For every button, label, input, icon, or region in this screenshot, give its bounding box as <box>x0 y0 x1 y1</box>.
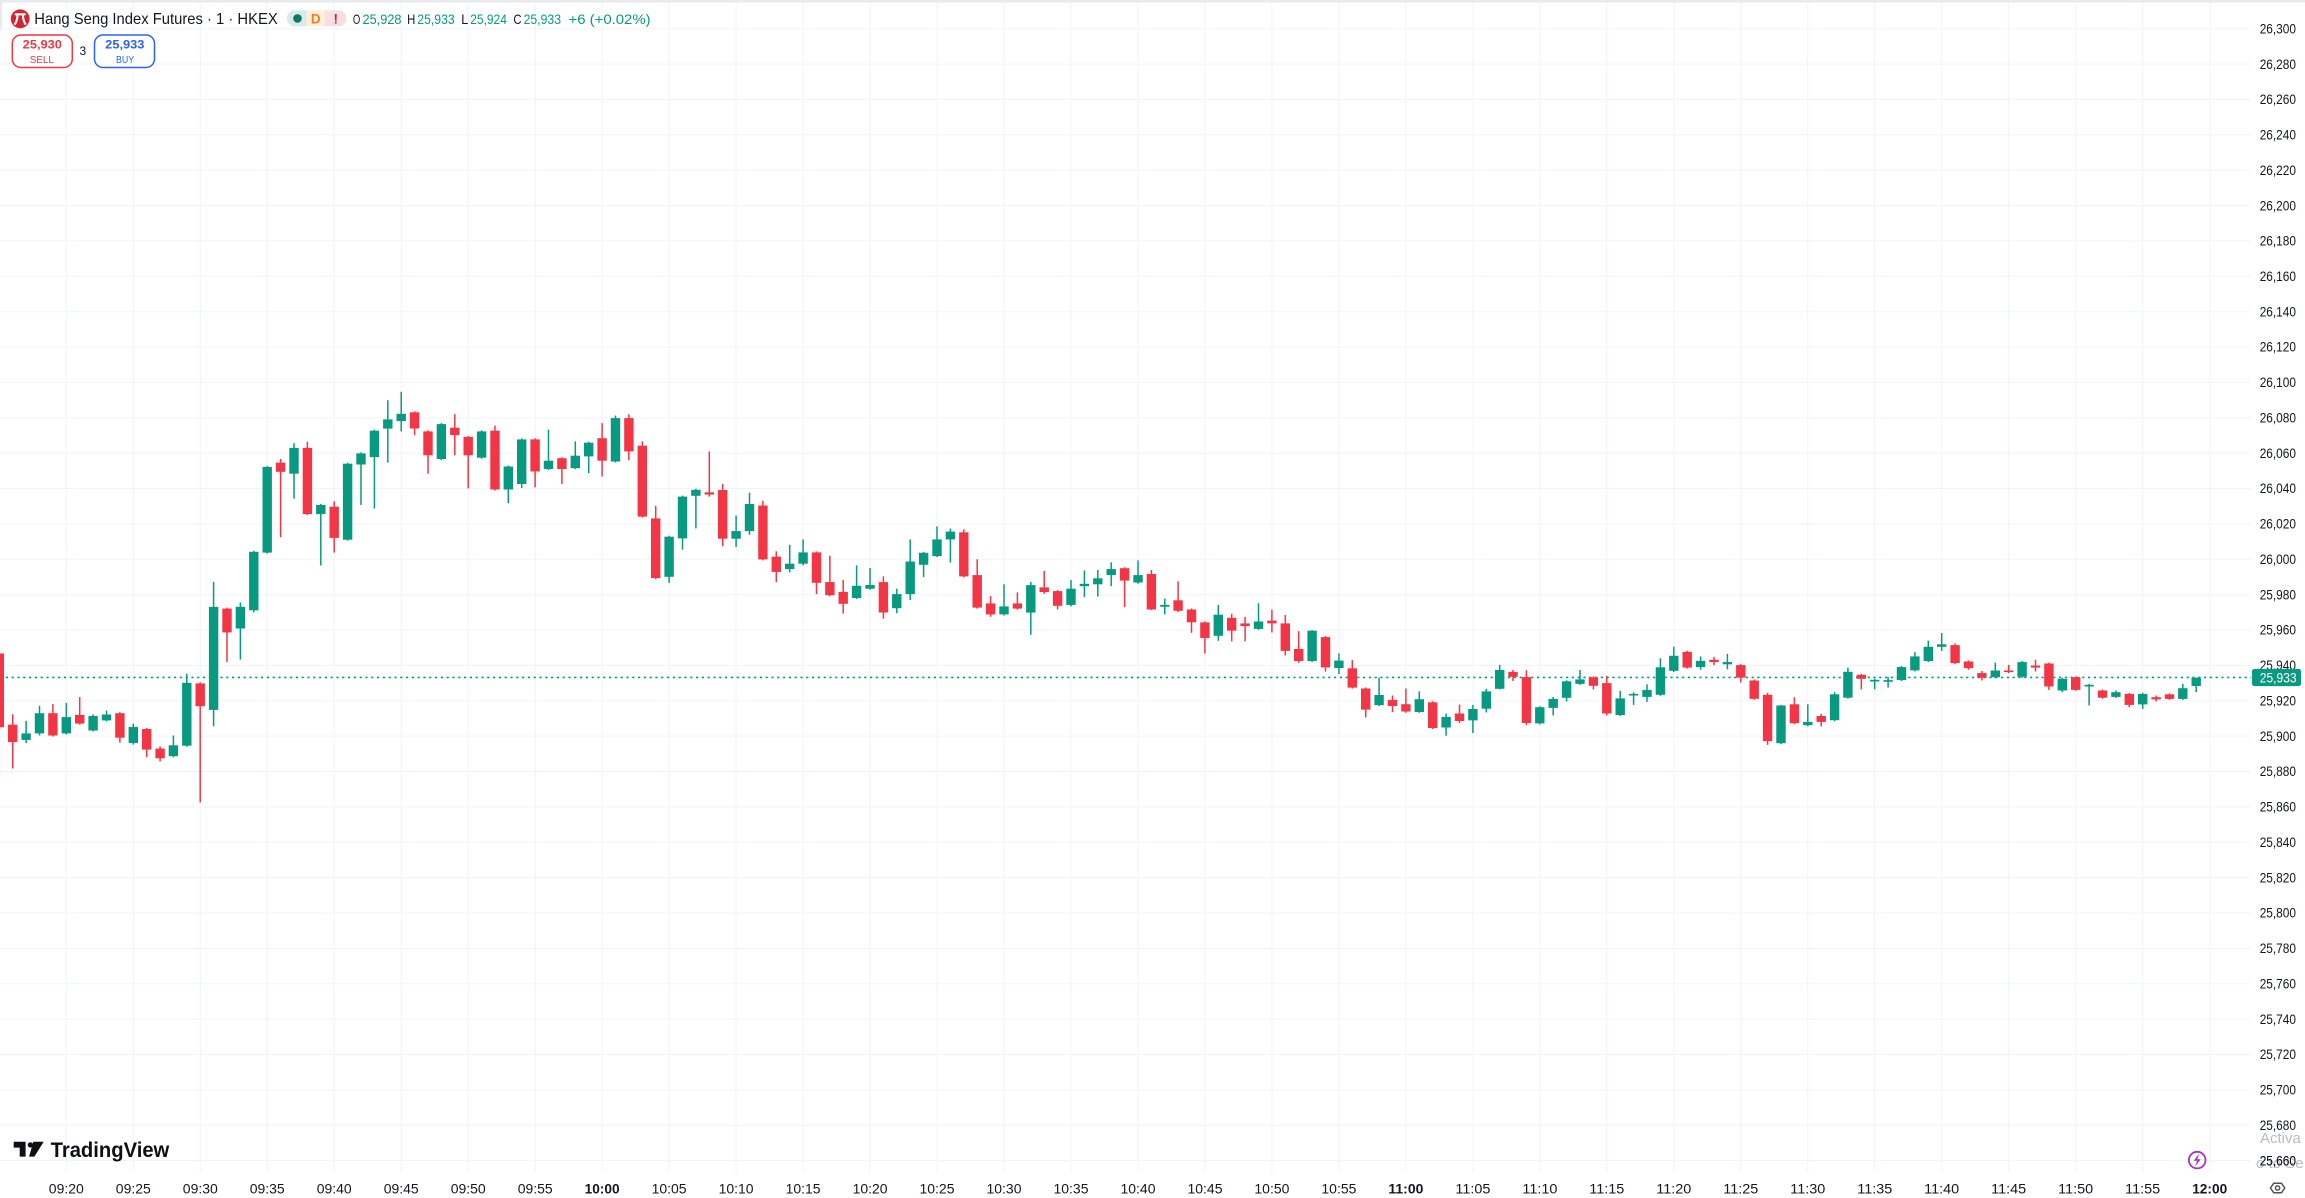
svg-text:10:25: 10:25 <box>920 1181 955 1197</box>
svg-text:25,880: 25,880 <box>2260 764 2296 780</box>
svg-text:09:30: 09:30 <box>183 1181 218 1197</box>
svg-text:26,300: 26,300 <box>2260 21 2296 37</box>
svg-text:25,860: 25,860 <box>2260 800 2296 816</box>
svg-text:10:20: 10:20 <box>853 1181 888 1197</box>
svg-text:11:05: 11:05 <box>1455 1181 1490 1197</box>
svg-text:26,040: 26,040 <box>2260 481 2296 497</box>
svg-text:11:35: 11:35 <box>1857 1181 1892 1197</box>
svg-text:26,000: 26,000 <box>2260 552 2296 568</box>
svg-text:26,080: 26,080 <box>2260 411 2296 427</box>
svg-text:25,980: 25,980 <box>2260 587 2296 603</box>
svg-text:25,840: 25,840 <box>2260 835 2296 851</box>
svg-text:09:35: 09:35 <box>250 1181 285 1197</box>
svg-text:26,280: 26,280 <box>2260 57 2296 73</box>
svg-text:10:00: 10:00 <box>585 1181 620 1197</box>
svg-text:25,933: 25,933 <box>105 38 144 52</box>
svg-text:10:50: 10:50 <box>1254 1181 1289 1197</box>
svg-text:26,200: 26,200 <box>2260 198 2296 214</box>
svg-text:10:30: 10:30 <box>987 1181 1022 1197</box>
svg-text:09:50: 09:50 <box>451 1181 486 1197</box>
svg-text:26,140: 26,140 <box>2260 304 2296 320</box>
svg-text:10:40: 10:40 <box>1121 1181 1156 1197</box>
svg-text:11:10: 11:10 <box>1522 1181 1557 1197</box>
svg-text:09:45: 09:45 <box>384 1181 419 1197</box>
svg-text:10:35: 10:35 <box>1054 1181 1089 1197</box>
svg-text:11:15: 11:15 <box>1589 1181 1624 1197</box>
svg-text:25,924: 25,924 <box>470 11 507 27</box>
svg-text:09:55: 09:55 <box>518 1181 553 1197</box>
svg-text:10:05: 10:05 <box>652 1181 687 1197</box>
svg-text:D: D <box>311 11 321 26</box>
svg-text:H: H <box>407 11 415 27</box>
svg-text:11:45: 11:45 <box>1991 1181 2026 1197</box>
svg-text:TradingView: TradingView <box>51 1139 170 1162</box>
svg-text:26,240: 26,240 <box>2260 128 2296 144</box>
svg-text:26,160: 26,160 <box>2260 269 2296 285</box>
svg-text:10:10: 10:10 <box>719 1181 754 1197</box>
svg-text:11:40: 11:40 <box>1924 1181 1959 1197</box>
svg-text:25,820: 25,820 <box>2260 870 2296 886</box>
svg-text:25,800: 25,800 <box>2260 906 2296 922</box>
svg-text:11:20: 11:20 <box>1656 1181 1691 1197</box>
svg-text:3: 3 <box>79 44 86 58</box>
svg-text:25,660: 25,660 <box>2260 1153 2296 1169</box>
svg-text:+6 (+0.02%): +6 (+0.02%) <box>569 11 651 27</box>
svg-text:BUY: BUY <box>116 55 134 66</box>
svg-text:25,960: 25,960 <box>2260 623 2296 639</box>
svg-text:C: C <box>513 11 521 27</box>
svg-text:09:40: 09:40 <box>317 1181 352 1197</box>
svg-text:O: O <box>353 11 360 27</box>
svg-text:11:50: 11:50 <box>2058 1181 2093 1197</box>
svg-text:25,920: 25,920 <box>2260 694 2296 710</box>
svg-text:26,180: 26,180 <box>2260 234 2296 250</box>
svg-text:25,933: 25,933 <box>2260 670 2297 686</box>
svg-text:25,928: 25,928 <box>363 11 402 27</box>
svg-text:Activa: Activa <box>2260 1130 2302 1147</box>
svg-text:o to Se: o to Se <box>2256 1155 2304 1172</box>
svg-text:10:55: 10:55 <box>1321 1181 1356 1197</box>
svg-text:26,260: 26,260 <box>2260 92 2296 108</box>
svg-text:09:20: 09:20 <box>49 1181 84 1197</box>
svg-text:26,100: 26,100 <box>2260 375 2296 391</box>
svg-text:25,930: 25,930 <box>23 38 62 52</box>
svg-text:12:00: 12:00 <box>2192 1181 2227 1197</box>
svg-text:25,900: 25,900 <box>2260 729 2296 745</box>
svg-text:26,220: 26,220 <box>2260 163 2296 179</box>
svg-text:Hang Seng Index Futures · 1 ·: Hang Seng Index Futures · 1 · HKEX <box>34 11 278 28</box>
svg-text:25,933: 25,933 <box>524 11 562 27</box>
svg-text:SELL: SELL <box>30 55 54 66</box>
svg-text:25,780: 25,780 <box>2260 941 2296 957</box>
svg-text:11:55: 11:55 <box>2125 1181 2160 1197</box>
svg-text:25,680: 25,680 <box>2260 1118 2296 1134</box>
svg-text:25,933: 25,933 <box>417 11 455 27</box>
svg-text:25,760: 25,760 <box>2260 976 2296 992</box>
svg-text:25,700: 25,700 <box>2260 1083 2296 1099</box>
svg-text:11:30: 11:30 <box>1790 1181 1825 1197</box>
svg-text:25,720: 25,720 <box>2260 1047 2296 1063</box>
svg-text:26,060: 26,060 <box>2260 446 2296 462</box>
svg-text:25,660: 25,660 <box>2260 1153 2296 1169</box>
svg-text:26,020: 26,020 <box>2260 517 2296 533</box>
svg-text:26,120: 26,120 <box>2260 340 2296 356</box>
svg-text:L: L <box>461 11 468 27</box>
svg-text:09:25: 09:25 <box>116 1181 151 1197</box>
svg-text:10:45: 10:45 <box>1188 1181 1223 1197</box>
svg-text:!: ! <box>334 11 339 26</box>
svg-text:11:25: 11:25 <box>1723 1181 1758 1197</box>
svg-text:10:15: 10:15 <box>786 1181 821 1197</box>
svg-text:11:00: 11:00 <box>1388 1181 1423 1197</box>
svg-text:25,740: 25,740 <box>2260 1012 2296 1028</box>
